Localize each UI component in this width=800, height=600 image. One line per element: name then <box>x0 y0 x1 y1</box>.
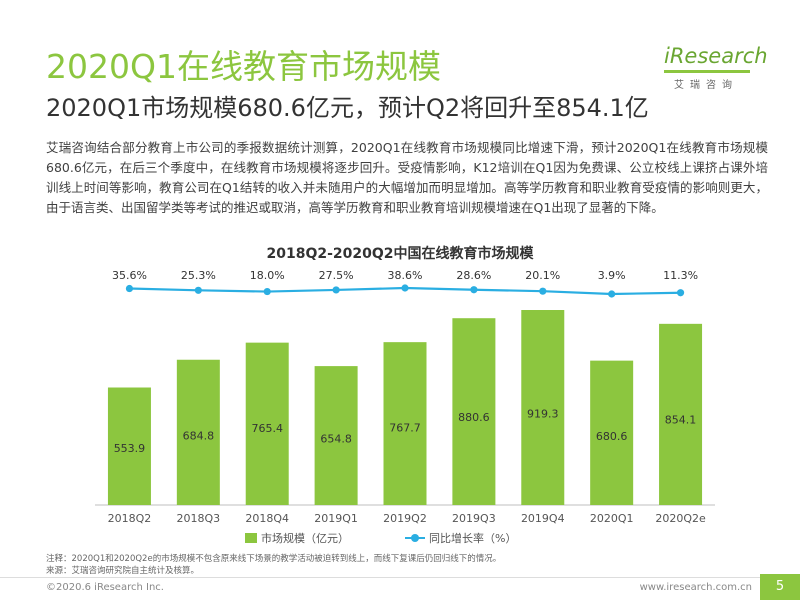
legend-label-market-size: 市场规模（亿元） <box>261 532 349 545</box>
bar-value-label: 765.4 <box>251 422 283 435</box>
x-tick-label: 2019Q4 <box>521 512 565 525</box>
chart-title: 2018Q2-2020Q2中国在线教育市场规模 <box>266 246 534 262</box>
bar-value-label: 919.3 <box>527 407 559 420</box>
bar-value-label: 553.9 <box>114 442 146 455</box>
growth-rate-label: 3.9% <box>598 269 626 282</box>
logo-chinese-name: 艾瑞咨询 <box>674 80 738 91</box>
growth-rate-point <box>125 284 134 293</box>
bar-value-label: 654.8 <box>320 432 352 445</box>
growth-rate-label: 11.3% <box>663 269 698 282</box>
footer-divider <box>0 577 800 578</box>
growth-rate-point <box>332 286 340 294</box>
growth-rate-label: 25.3% <box>181 269 216 282</box>
growth-rate-point <box>263 287 271 296</box>
x-tick-label: 2018Q4 <box>245 512 289 525</box>
x-tick-label: 2019Q2 <box>383 512 427 525</box>
bar <box>452 318 496 505</box>
bar <box>107 387 151 505</box>
source-line: 来源：艾瑞咨询研究院自主统计及核算。 <box>46 566 200 576</box>
legend-item-market-size: 市场规模（亿元） <box>245 530 349 546</box>
x-tick-label: 2018Q3 <box>177 512 221 525</box>
bar <box>383 342 427 505</box>
legend-label-growth-rate: 同比增长率（%） <box>429 532 517 545</box>
iresearch-logo: iResearch 艾瑞咨询 <box>664 44 768 94</box>
legend-line-swatch <box>405 534 425 542</box>
website-link[interactable]: www.iresearch.com.cn <box>639 582 752 593</box>
growth-rate-point <box>539 287 547 295</box>
growth-rate-label: 18.0% <box>250 269 285 282</box>
chart-legend: 市场规模（亿元） 同比增长率（%） <box>0 530 800 546</box>
legend-bar-swatch <box>245 533 257 543</box>
growth-rate-point <box>676 289 685 297</box>
bar <box>590 360 634 505</box>
growth-rate-label: 20.1% <box>525 269 560 282</box>
x-tick-label: 2020Q2e <box>655 512 706 525</box>
bar <box>521 310 565 505</box>
growth-rate-label: 35.6% <box>112 269 147 282</box>
page-number: 5 <box>760 574 800 600</box>
logo-accent-bar <box>664 70 750 73</box>
bar <box>176 359 220 505</box>
bar-value-label: 854.1 <box>665 413 697 426</box>
legend-item-growth-rate: 同比增长率（%） <box>405 530 516 546</box>
growth-rate-point <box>608 290 616 298</box>
note-line: 注释：2020Q1和2020Q2e的市场规模不包含原来线下场景的教学活动被迫转到… <box>46 554 502 564</box>
bar-value-label: 767.7 <box>389 422 421 435</box>
chart-notes: 注释：2020Q1和2020Q2e的市场规模不包含原来线下场景的教学活动被迫转到… <box>46 553 501 577</box>
growth-rate-point <box>401 284 409 292</box>
x-tick-label: 2018Q2 <box>108 512 152 525</box>
bar-value-label: 684.8 <box>183 430 215 443</box>
page-title: 2020Q1在线教育市场规模 <box>46 47 441 86</box>
x-tick-label: 2019Q1 <box>314 512 358 525</box>
bar <box>245 342 289 505</box>
bar-value-label: 680.6 <box>596 430 628 443</box>
growth-rate-label: 27.5% <box>319 269 354 282</box>
logo-wordmark: iResearch <box>664 44 768 68</box>
bar <box>659 323 703 505</box>
bar <box>314 366 358 505</box>
growth-rate-label: 28.6% <box>456 269 491 282</box>
summary-paragraph: 艾瑞咨询结合部分教育上市公司的季报数据统计测算，2020Q1在线教育市场规模同比… <box>46 140 768 215</box>
bar-value-label: 880.6 <box>458 411 490 424</box>
page-subtitle: 2020Q1市场规模680.6亿元，预计Q2将回升至854.1亿 <box>46 94 649 122</box>
copyright-text: ©2020.6 iResearch Inc. <box>46 582 164 593</box>
x-tick-label: 2019Q3 <box>452 512 496 525</box>
growth-rate-point <box>194 286 202 294</box>
growth-rate-point <box>470 286 478 294</box>
x-tick-label: 2020Q1 <box>590 512 634 525</box>
growth-rate-label: 38.6% <box>388 269 423 282</box>
